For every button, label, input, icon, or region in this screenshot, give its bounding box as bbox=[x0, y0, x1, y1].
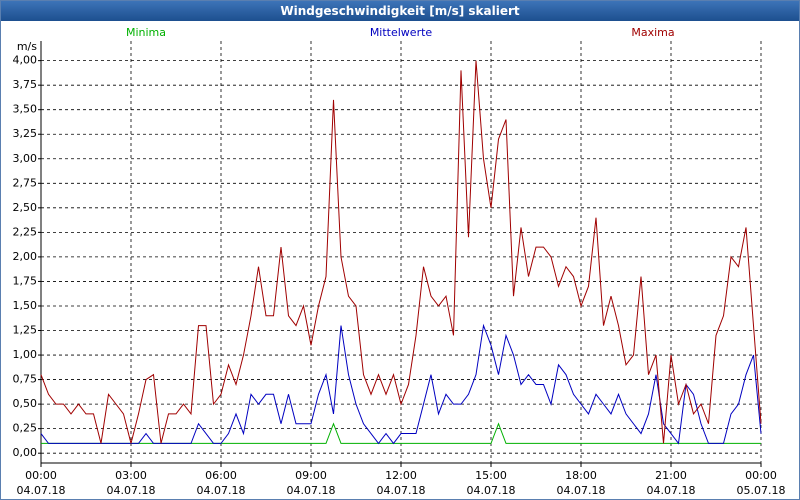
x-tick-label: 00:00 bbox=[745, 469, 777, 482]
y-tick-label: 2,00 bbox=[13, 250, 38, 263]
x-tick-date: 04.07.18 bbox=[197, 484, 246, 497]
legend-entry: Maxima bbox=[631, 26, 674, 39]
x-tick-label: 09:00 bbox=[295, 469, 327, 482]
chart: m/s 0,00 0,25 0,50 0,75 1,00 1,25 1,50 1,75 2,00 2… bbox=[13, 26, 786, 497]
y-tick-label: 1,50 bbox=[13, 299, 38, 312]
y-tick-label: 1,75 bbox=[13, 274, 38, 287]
y-tick-label: 3,50 bbox=[13, 103, 38, 116]
legend-entry: Minima bbox=[126, 26, 166, 39]
y-tick-label: 2,75 bbox=[13, 176, 38, 189]
x-tick-label: 06:00 bbox=[205, 469, 237, 482]
x-tick-label: 12:00 bbox=[385, 469, 417, 482]
x-tick-date: 04.07.18 bbox=[467, 484, 516, 497]
x-tick-date: 04.07.18 bbox=[17, 484, 66, 497]
y-tick-label: 0,75 bbox=[13, 373, 38, 386]
y-tick-label: 4,00 bbox=[13, 54, 38, 67]
y-tick-label: 1,25 bbox=[13, 324, 38, 337]
x-tick-label: 00:00 bbox=[25, 469, 57, 482]
x-tick-date: 04.07.18 bbox=[647, 484, 696, 497]
y-tick-label: 2,50 bbox=[13, 201, 38, 214]
x-tick-date: 04.07.18 bbox=[377, 484, 426, 497]
series-line bbox=[40, 60, 762, 444]
y-tick-label: 3,25 bbox=[13, 127, 38, 140]
legend-entry: Mittelwerte bbox=[370, 26, 433, 39]
window-title: Windgeschwindigkeit [m/s] skaliert bbox=[1, 1, 799, 21]
x-tick-date: 05.07.18 bbox=[737, 484, 786, 497]
y-tick-label: 0,50 bbox=[13, 397, 38, 410]
x-tick-date: 04.07.18 bbox=[107, 484, 156, 497]
x-tick-label: 21:00 bbox=[655, 469, 687, 482]
y-tick-label: 3,00 bbox=[13, 152, 38, 165]
x-tick-date: 04.07.18 bbox=[287, 484, 336, 497]
y-tick-label: 3,75 bbox=[13, 78, 38, 91]
x-tick-label: 18:00 bbox=[565, 469, 597, 482]
y-tick-label: 2,25 bbox=[13, 225, 38, 238]
y-tick-label: 1,00 bbox=[13, 348, 38, 361]
x-tick-date: 04.07.18 bbox=[557, 484, 606, 497]
y-axis-label: m/s bbox=[17, 40, 37, 53]
y-tick-label: 0,00 bbox=[13, 446, 38, 459]
x-tick-label: 15:00 bbox=[475, 469, 507, 482]
y-tick-label: 0,25 bbox=[13, 422, 38, 435]
x-tick-label: 03:00 bbox=[115, 469, 147, 482]
